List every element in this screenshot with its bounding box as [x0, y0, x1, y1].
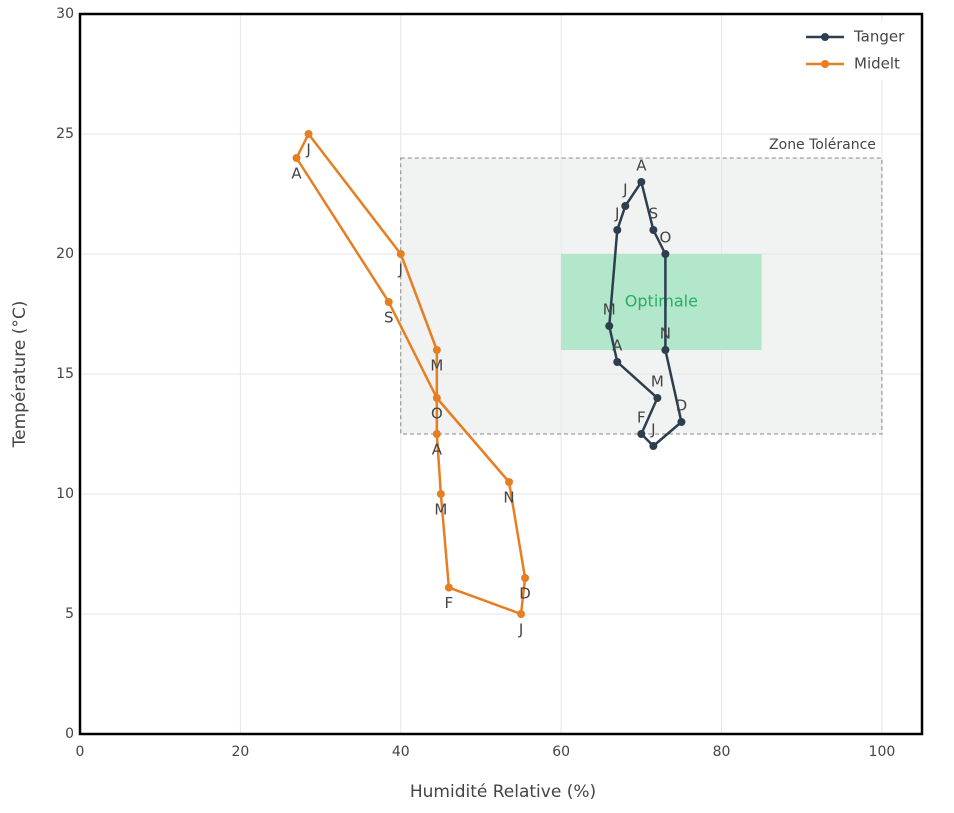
point [677, 418, 686, 426]
legend-label: Tanger [853, 28, 905, 46]
point-label: M [603, 301, 616, 319]
point-label: J [622, 181, 627, 199]
point-label: S [384, 309, 394, 327]
point [521, 574, 530, 582]
point [621, 202, 630, 210]
point [661, 346, 670, 354]
point-label: A [612, 337, 623, 355]
point [637, 430, 646, 438]
x-tick-label: 20 [231, 744, 249, 760]
point-label: J [518, 621, 523, 639]
point [649, 442, 658, 450]
point [292, 154, 301, 162]
y-tick-label: 25 [56, 126, 74, 142]
point-label: F [637, 409, 646, 427]
point-label: M [430, 357, 443, 375]
point [396, 250, 405, 258]
point [436, 490, 445, 498]
point [432, 394, 441, 402]
y-tick-label: 5 [65, 606, 74, 622]
point-label: S [649, 205, 659, 223]
point-label: D [676, 397, 688, 415]
point-label: A [636, 157, 647, 175]
y-tick-label: 30 [56, 6, 74, 22]
x-tick-label: 0 [76, 744, 85, 760]
legend-marker [821, 33, 829, 41]
point-label: O [431, 405, 443, 423]
point-label: M [651, 373, 664, 391]
point [304, 130, 313, 138]
legend-label: Midelt [854, 55, 900, 73]
y-tick-label: 10 [56, 486, 74, 502]
y-tick-label: 0 [65, 726, 74, 742]
point-label: F [445, 594, 454, 612]
point [605, 322, 614, 330]
point-label: J [650, 421, 655, 439]
point-label: N [660, 325, 671, 343]
point [505, 478, 514, 486]
plot-frame [78, 12, 924, 736]
point [432, 430, 441, 438]
point [384, 298, 393, 306]
point-label: J [305, 141, 310, 159]
zone-label: Optimale [625, 292, 698, 311]
point [653, 394, 662, 402]
point-label: D [519, 585, 531, 603]
x-tick-label: 80 [713, 744, 731, 760]
point-label: J [398, 261, 403, 279]
legend-marker [821, 60, 829, 68]
point [613, 358, 622, 366]
x-axis-title: Humidité Relative (%) [410, 782, 596, 802]
x-tick-label: 60 [552, 744, 570, 760]
point-label: J [614, 205, 619, 223]
point-label: O [659, 229, 671, 247]
y-tick-label: 20 [56, 246, 74, 262]
point-label: M [434, 501, 447, 519]
x-tick-label: 40 [392, 744, 410, 760]
point [649, 226, 658, 234]
zone [561, 254, 762, 350]
point-label: A [291, 165, 302, 183]
point [444, 583, 453, 592]
point-label: N [503, 489, 514, 507]
point [432, 346, 441, 354]
point [517, 610, 526, 618]
y-axis-title: Température (°C) [10, 301, 30, 449]
point [661, 250, 670, 258]
y-tick-label: 15 [56, 366, 74, 382]
zone-label: Zone Tolérance [769, 137, 876, 153]
point [637, 178, 646, 186]
point [613, 226, 622, 234]
x-tick-label: 100 [869, 744, 896, 760]
legend-bg [800, 22, 914, 80]
point-label: A [432, 441, 443, 459]
